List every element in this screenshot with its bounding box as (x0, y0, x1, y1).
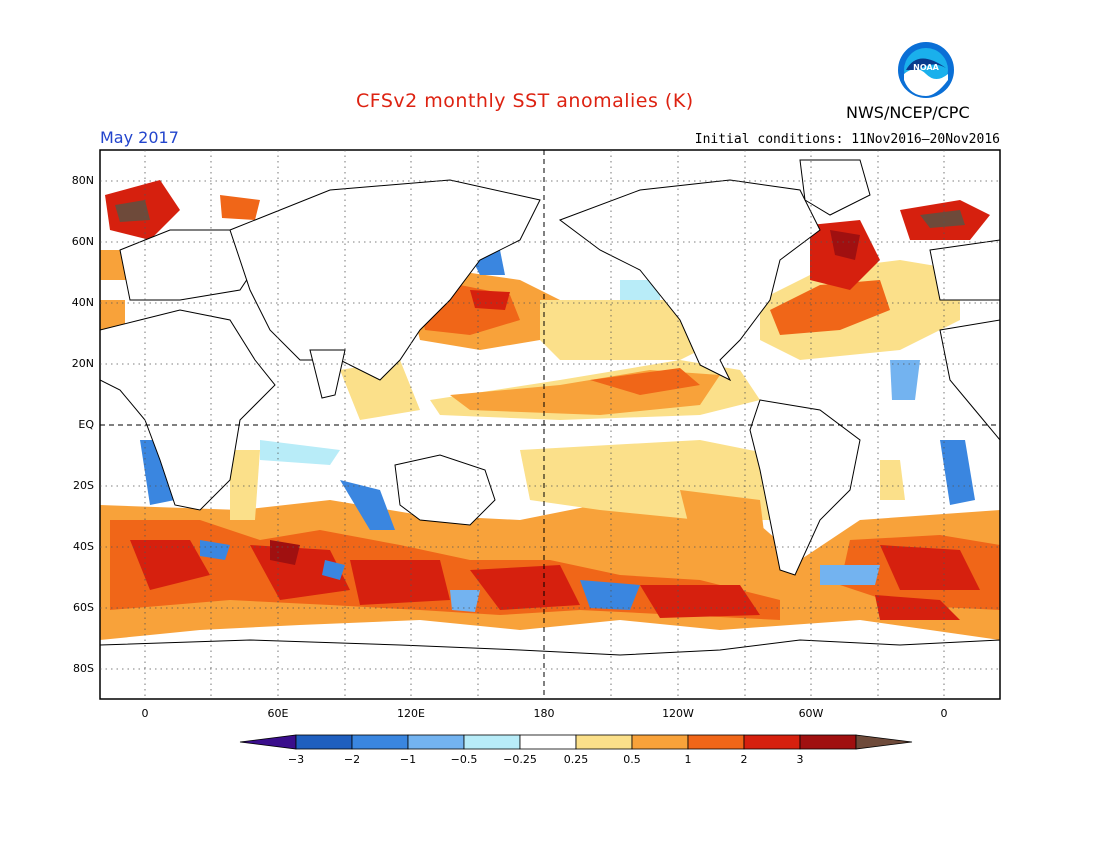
lat-label-20n: 20N (71, 357, 94, 370)
colorbar-label-025: 0.25 (563, 753, 589, 766)
lon-label-180: 180 (533, 707, 555, 720)
colorbar-swatch-10 (799, 734, 857, 750)
colorbar-swatch-9 (743, 734, 801, 750)
colorbar-swatch-2 (351, 734, 409, 750)
agency-label: NWS/NCEP/CPC (846, 103, 970, 122)
noaa-logo-text: NOAA (913, 63, 939, 72)
colorbar-label-05: 0.5 (623, 753, 641, 766)
colorbar-label-1: 1 (684, 753, 692, 766)
lat-label-20s: 20S (73, 479, 94, 492)
lat-label-40n: 40N (71, 296, 94, 309)
colorbar-extend-high (855, 734, 913, 750)
lat-label-60n: 60N (71, 235, 94, 248)
colorbar-label-minus2: −2 (343, 753, 361, 766)
colorbar-swatch-4 (463, 734, 521, 750)
lon-label-120w: 120W (662, 707, 694, 720)
colorbar-swatch-5 (519, 734, 577, 750)
colorbar-swatch-6 (575, 734, 633, 750)
colorbar (239, 734, 913, 750)
equator-dateline (100, 150, 1000, 699)
lon-label-120e: 120E (397, 707, 425, 720)
colorbar-label-3: 3 (796, 753, 804, 766)
colorbar-label-minus3: −3 (287, 753, 305, 766)
colorbar-label-minus025: −0.25 (503, 753, 537, 766)
lon-label-60w: 60W (798, 707, 824, 720)
colorbar-swatch-1 (295, 734, 353, 750)
colorbar-swatch-3 (407, 734, 465, 750)
lat-label-eq: EQ (78, 418, 94, 431)
grid-lines (100, 150, 1000, 699)
lon-label-60e: 60E (267, 707, 289, 720)
initial-conditions-label: Initial conditions: 11Nov2016–20Nov2016 (694, 132, 1000, 147)
lat-label-80n: 80N (71, 174, 94, 187)
colorbar-label-minus05: −0.5 (450, 753, 478, 766)
colorbar-swatch-7 (631, 734, 689, 750)
colorbar-swatch-8 (687, 734, 745, 750)
land-masses (100, 159, 1000, 699)
lat-label-60s: 60S (73, 601, 94, 614)
lat-label-80s: 80S (73, 662, 94, 675)
colorbar-extend-low (239, 734, 297, 750)
noaa-logo: NOAA (898, 42, 954, 98)
lat-label-40s: 40S (73, 540, 94, 553)
month-label: May 2017 (100, 128, 179, 147)
lon-label-0-right: 0 (940, 707, 948, 720)
chart-title: CFSv2 monthly SST anomalies (K) (356, 90, 694, 112)
colorbar-label-minus1: −1 (399, 753, 417, 766)
colorbar-label-2: 2 (740, 753, 748, 766)
lon-label-0-left: 0 (141, 707, 149, 720)
